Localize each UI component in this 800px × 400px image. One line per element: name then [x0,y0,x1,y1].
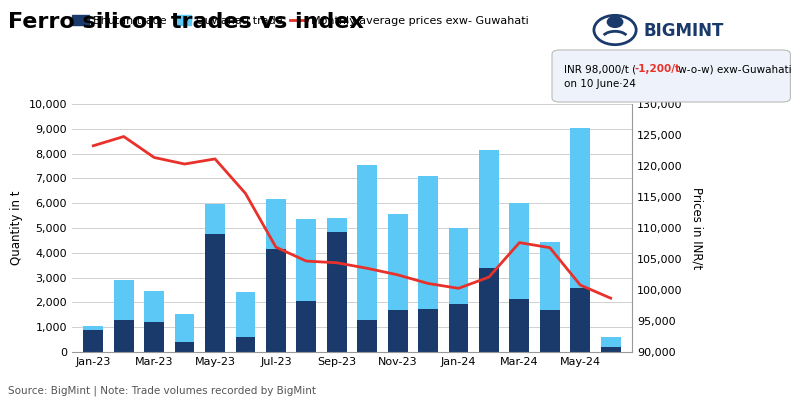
Bar [510,203,530,299]
Y-axis label: Prices in INR/t: Prices in INR/t [690,187,703,269]
Bar [297,301,316,352]
Bar [388,310,407,352]
Bar [358,165,377,320]
Bar [327,218,346,232]
Bar [144,291,164,322]
Bar [540,242,560,310]
Circle shape [607,17,622,27]
Bar [327,232,346,352]
Legend: Bhutan trade, Guwahati trade, Monthly average prices exw- Guwahati: Bhutan trade, Guwahati trade, Monthly av… [72,15,529,26]
Bar [570,128,590,288]
Bar [601,337,621,347]
Bar [570,288,590,352]
Bar [479,268,499,352]
Text: INR 98,000/t (: INR 98,000/t ( [564,64,636,74]
Bar [114,280,134,320]
Bar [235,292,255,337]
Bar [205,204,225,234]
Bar [479,150,499,268]
Bar [114,320,134,352]
Bar [418,176,438,309]
Y-axis label: Quantity in t: Quantity in t [10,191,23,265]
Bar [601,347,621,352]
Text: Ferro silicon trades vs index: Ferro silicon trades vs index [8,12,364,32]
Bar [540,310,560,352]
Bar [510,299,530,352]
Text: Source: BigMint | Note: Trade volumes recorded by BigMint: Source: BigMint | Note: Trade volumes re… [8,386,316,396]
Bar [388,214,407,310]
Text: -1,200/t: -1,200/t [634,64,680,74]
Text: BIGMINT: BIGMINT [644,22,724,40]
Bar [266,249,286,352]
Bar [144,322,164,352]
Bar [449,304,469,352]
Bar [358,320,377,352]
Bar [297,219,316,301]
Bar [418,309,438,352]
Bar [83,330,103,352]
Bar [83,326,103,330]
Text: w-o-w) exw-Guwahati: w-o-w) exw-Guwahati [675,64,792,74]
Bar [174,314,194,342]
Bar [266,200,286,249]
Bar [235,337,255,352]
Bar [174,342,194,352]
Bar [449,228,469,304]
Text: on 10 June‧24: on 10 June‧24 [564,79,636,89]
Bar [205,234,225,352]
